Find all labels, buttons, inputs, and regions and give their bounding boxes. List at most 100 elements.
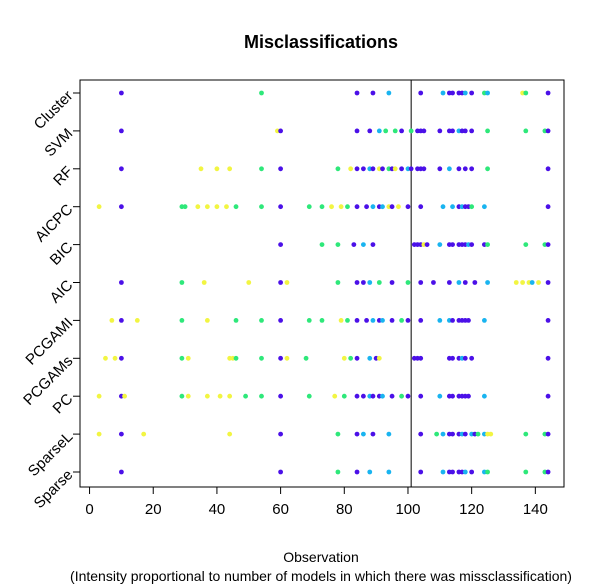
y-category-label: PC — [50, 390, 77, 417]
misclassification-point — [103, 355, 108, 361]
misclassification-point — [370, 242, 376, 248]
misclassification-point — [450, 469, 455, 475]
misclassification-point — [418, 431, 424, 437]
misclassification-point — [278, 166, 284, 172]
misclassification-point — [335, 431, 341, 437]
misclassification-point — [545, 204, 551, 210]
misclassification-point — [481, 318, 487, 323]
misclassification-point — [118, 128, 124, 134]
misclassification-point — [386, 431, 392, 437]
misclassification-point — [204, 318, 210, 323]
misclassification-point — [118, 166, 124, 172]
misclassification-point — [405, 393, 411, 399]
misclassification-point — [462, 166, 468, 172]
misclassification-point — [434, 431, 440, 437]
x-axis-note: (Intensity proportional to number of mod… — [70, 568, 572, 584]
misclassification-point — [545, 90, 551, 96]
misclassification-point — [421, 128, 427, 134]
misclassification-point — [405, 280, 411, 285]
misclassification-point — [360, 280, 366, 285]
misclassification-point — [118, 355, 124, 361]
misclassification-point — [278, 393, 284, 399]
misclassification-point — [386, 90, 392, 96]
misclassification-point — [523, 90, 529, 96]
misclassification-point — [405, 204, 411, 210]
misclassification-point — [364, 204, 369, 210]
misclassification-point — [319, 318, 325, 323]
misclassification-point — [469, 166, 475, 172]
misclassification-point — [354, 90, 360, 96]
misclassification-point — [335, 469, 341, 475]
misclassification-point — [306, 204, 312, 210]
misclassification-point — [370, 166, 376, 172]
y-category-label: AICPC — [32, 201, 77, 246]
misclassification-point — [96, 204, 102, 210]
misclassification-point — [224, 204, 229, 210]
misclassification-point — [354, 355, 360, 361]
y-category-label: AIC — [47, 277, 77, 307]
misclassification-point — [485, 469, 490, 475]
misclassification-point — [469, 204, 475, 210]
misclassification-point — [259, 355, 264, 361]
misclassification-point — [440, 469, 446, 475]
x-axis: 0 20 40 60 80 100 120 140 — [85, 487, 548, 518]
y-category-label: SVM — [41, 125, 76, 160]
misclassification-point — [529, 280, 535, 285]
misclassification-point — [523, 242, 529, 248]
misclassification-point — [462, 90, 468, 96]
misclassification-point — [354, 393, 360, 399]
misclassification-point — [259, 204, 264, 210]
misclassification-point — [332, 393, 338, 399]
misclassification-point — [392, 166, 398, 172]
misclassification-point — [450, 431, 455, 437]
misclassification-point — [259, 90, 264, 96]
misclassification-point — [185, 355, 191, 361]
misclassification-point — [338, 204, 344, 210]
misclassification-point — [367, 280, 373, 285]
misclassification-point — [360, 242, 366, 248]
misclassification-point — [109, 318, 115, 323]
misclassification-point — [485, 128, 490, 134]
x-tick-label: 80 — [336, 501, 353, 518]
misclassification-point — [118, 280, 124, 285]
misclassification-point — [396, 204, 401, 210]
misclassification-point — [179, 355, 185, 361]
misclassification-point — [472, 280, 478, 285]
misclassification-point — [450, 90, 455, 96]
misclassification-point — [376, 128, 382, 134]
misclassification-point — [367, 128, 373, 134]
misclassification-point — [179, 318, 185, 323]
misclassification-point — [233, 318, 239, 323]
misclassification-point — [141, 431, 147, 437]
misclassification-point — [485, 166, 490, 172]
misclassification-point — [204, 393, 210, 399]
misclassification-point — [134, 318, 140, 323]
misclassification-point — [348, 355, 354, 361]
misclassification-point — [440, 204, 446, 210]
misclassification-point — [376, 355, 382, 361]
misclassification-point — [380, 204, 385, 210]
misclassification-point — [370, 90, 376, 96]
y-category-label: RF — [50, 163, 76, 189]
misclassification-point — [418, 318, 424, 323]
misclassification-point — [485, 280, 490, 285]
x-tick-label: 20 — [145, 501, 162, 518]
misclassification-point — [488, 431, 494, 437]
misclassification-point — [278, 204, 284, 210]
misclassification-point — [475, 431, 481, 437]
misclassification-point — [399, 318, 405, 323]
misclassification-point — [380, 393, 385, 399]
misclassification-point — [278, 280, 284, 285]
misclassification-point — [348, 166, 354, 172]
misclassification-point — [370, 204, 376, 210]
misclassification-point — [469, 355, 475, 361]
misclassification-point — [437, 242, 443, 248]
x-tick-label: 100 — [395, 501, 420, 518]
misclassification-point — [354, 166, 360, 172]
misclassification-point — [408, 128, 414, 134]
misclassification-point — [341, 355, 347, 361]
misclassification-point — [485, 242, 490, 248]
misclassification-point — [246, 280, 252, 285]
misclassification-point — [335, 242, 341, 248]
misclassification-point — [118, 318, 124, 323]
